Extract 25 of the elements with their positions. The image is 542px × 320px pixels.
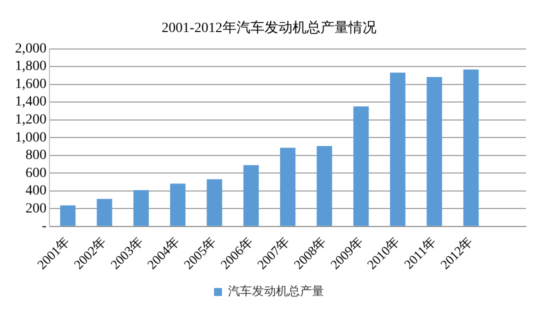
chart-title: 2001-2012年汽车发动机总产量情况	[162, 20, 376, 36]
bar	[243, 165, 259, 226]
y-tick-label: 1,800	[15, 59, 46, 74]
y-tick-label: 800	[26, 148, 46, 164]
bar	[280, 148, 296, 226]
bar	[390, 72, 406, 226]
bar	[463, 69, 479, 226]
bar	[353, 106, 369, 226]
y-tick-label: 1,400	[15, 94, 46, 110]
y-tick-label: 200	[26, 201, 46, 216]
bar	[206, 179, 222, 226]
bar	[170, 184, 186, 226]
bar	[133, 190, 149, 226]
bar	[60, 205, 76, 226]
bar	[316, 146, 332, 226]
bar	[426, 77, 442, 226]
y-tick-label: 1,000	[15, 130, 46, 146]
y-tick-label: 600	[26, 166, 46, 181]
y-tick-label: 1,600	[15, 76, 46, 92]
bar	[96, 198, 112, 226]
y-tick-label: -	[42, 219, 47, 234]
y-tick-label: 400	[26, 184, 46, 199]
y-tick-label: 1,200	[15, 112, 46, 128]
legend-label: 汽车发动机总产量	[228, 284, 324, 298]
y-tick-label: 2,000	[15, 41, 46, 56]
